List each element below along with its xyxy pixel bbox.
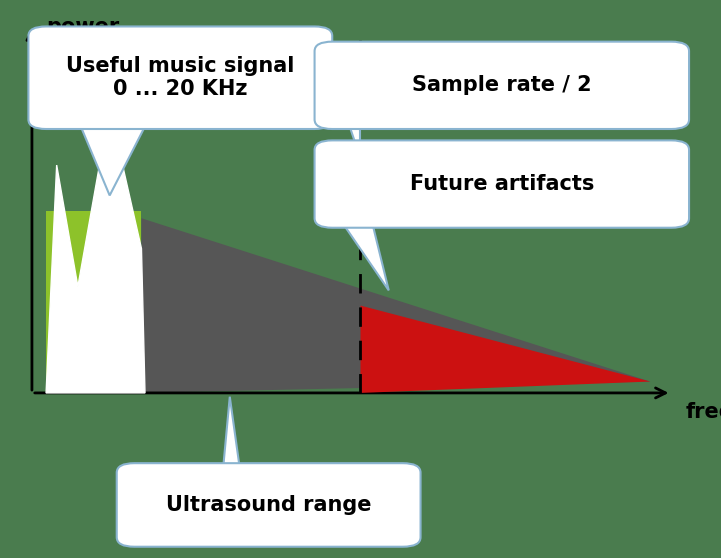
FancyBboxPatch shape [117, 463, 420, 547]
Text: Useful music signal
0 ... 20 KHz: Useful music signal 0 ... 20 KHz [66, 56, 294, 99]
Polygon shape [46, 108, 145, 393]
Text: Future artifacts: Future artifacts [410, 174, 594, 194]
Text: Sample rate / 2: Sample rate / 2 [412, 75, 592, 95]
Polygon shape [223, 397, 240, 473]
Bar [46, 211, 141, 393]
Text: Ultrasound range: Ultrasound range [166, 495, 371, 515]
FancyBboxPatch shape [314, 141, 689, 228]
Polygon shape [360, 306, 650, 393]
FancyBboxPatch shape [314, 42, 689, 129]
Polygon shape [340, 95, 360, 157]
FancyBboxPatch shape [28, 26, 332, 129]
Polygon shape [141, 218, 650, 393]
Polygon shape [340, 218, 389, 290]
Text: frequency: frequency [686, 402, 721, 422]
Text: power: power [46, 17, 119, 37]
Polygon shape [78, 119, 149, 195]
